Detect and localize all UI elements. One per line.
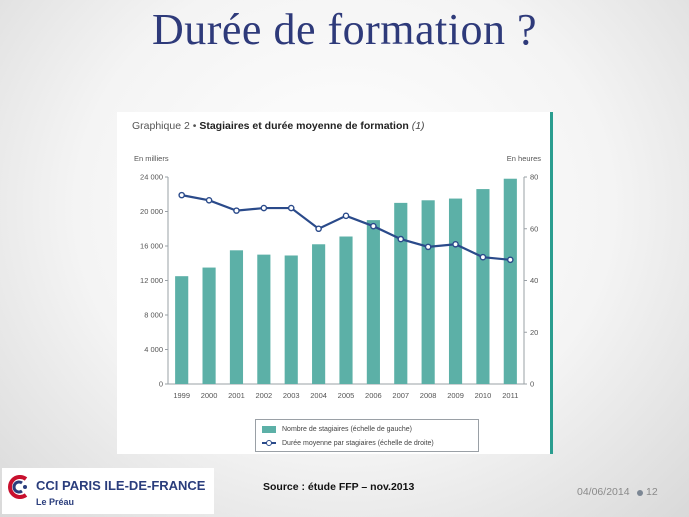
left-axis-unit: En milliers: [134, 154, 169, 163]
right-tick-label: 20: [530, 328, 538, 337]
line-point-2004: [315, 225, 322, 233]
line-point-2008: [424, 243, 432, 251]
x-tick-label: 2000: [201, 391, 218, 400]
x-tick-label: 1999: [173, 391, 190, 400]
bar-2003: [284, 255, 298, 384]
bar-2009: [448, 198, 463, 384]
right-tick-label: 80: [530, 173, 538, 182]
bar-2007: [394, 202, 408, 384]
legend-label-line: Durée moyenne par stagiaires (échelle de…: [282, 439, 434, 447]
line-point-2009: [452, 240, 459, 248]
logo-subtitle: Le Préau: [36, 497, 75, 507]
x-tick-label: 2005: [338, 391, 355, 400]
left-tick-label: 20 000: [140, 207, 163, 216]
left-tick-label: 12 000: [140, 276, 163, 285]
bar-2011: [503, 178, 517, 384]
bar-2008: [421, 200, 435, 384]
x-tick-label: 2003: [283, 391, 300, 400]
chart-title-prefix: Graphique 2 •: [132, 120, 197, 132]
x-tick-label: 2011: [502, 391, 518, 400]
left-tick-label: 24 000: [140, 173, 163, 182]
bar-2002: [257, 254, 271, 384]
line-point-2005: [342, 212, 350, 220]
slide-title: Durée de formation ?: [151, 5, 538, 54]
x-tick-label: 2009: [447, 391, 464, 400]
left-tick-label: 4 000: [144, 345, 163, 354]
cci-logo-icon: [8, 475, 28, 499]
line-point-2007: [397, 235, 405, 243]
chart-title-main: Stagiaires et durée moyenne de formation: [199, 120, 409, 132]
source-note: Source : étude FFP – nov.2013: [263, 481, 415, 493]
slide-bullet-dot: [637, 490, 643, 496]
cci-logo: CCI PARIS ILE-DE-FRANCE Le Préau: [2, 468, 214, 514]
x-tick-label: 2002: [256, 391, 273, 400]
right-axis-unit: En heures: [507, 154, 541, 163]
right-tick-label: 0: [530, 380, 534, 389]
bar-2010: [476, 189, 490, 384]
slide-page-number: 12: [646, 486, 658, 498]
chart-title-note: (1): [411, 120, 425, 132]
bar-2001: [229, 250, 244, 384]
logo-name: CCI PARIS ILE-DE-FRANCE: [36, 478, 206, 493]
line-point-2006: [370, 222, 377, 230]
line-point-2010: [479, 253, 487, 261]
x-tick-label: 2004: [310, 391, 327, 400]
right-tick-label: 60: [530, 224, 538, 233]
left-tick-label: 16 000: [140, 242, 163, 251]
right-tick-label: 40: [530, 276, 538, 285]
legend-line-swatch: [262, 439, 276, 447]
line-point-2011: [507, 256, 514, 264]
bar-2006: [366, 220, 380, 384]
line-point-2002: [260, 204, 268, 212]
x-tick-label: 2010: [475, 391, 492, 400]
chart-border-accent: [550, 112, 553, 454]
x-tick-label: 2008: [420, 391, 437, 400]
line-point-2000: [205, 196, 213, 204]
slide-date: 04/06/2014: [577, 486, 630, 498]
legend-label-bars: Nombre de stagiaires (échelle de gauche): [282, 425, 412, 433]
line-point-2003: [287, 204, 295, 212]
bar-2005: [339, 236, 353, 384]
line-point-1999: [178, 191, 185, 199]
x-tick-label: 2001: [228, 391, 245, 400]
chart-title: Graphique 2 • Stagiaires et durée moyenn…: [132, 120, 425, 132]
bar-2000: [202, 267, 216, 384]
left-tick-label: 0: [159, 380, 163, 389]
line-point-2001: [233, 207, 240, 214]
bar-1999: [175, 276, 189, 384]
legend-bar-swatch: [262, 425, 276, 433]
chart-legend: Nombre de stagiaires (échelle de gauche)…: [255, 419, 479, 452]
left-tick-label: 8 000: [144, 311, 163, 320]
x-tick-label: 2006: [365, 391, 382, 400]
legend-item-line: Durée moyenne par stagiaires (échelle de…: [262, 438, 434, 448]
bar-2004: [312, 244, 326, 384]
legend-item-bars: Nombre de stagiaires (échelle de gauche): [262, 424, 412, 434]
x-tick-label: 2007: [392, 391, 409, 400]
